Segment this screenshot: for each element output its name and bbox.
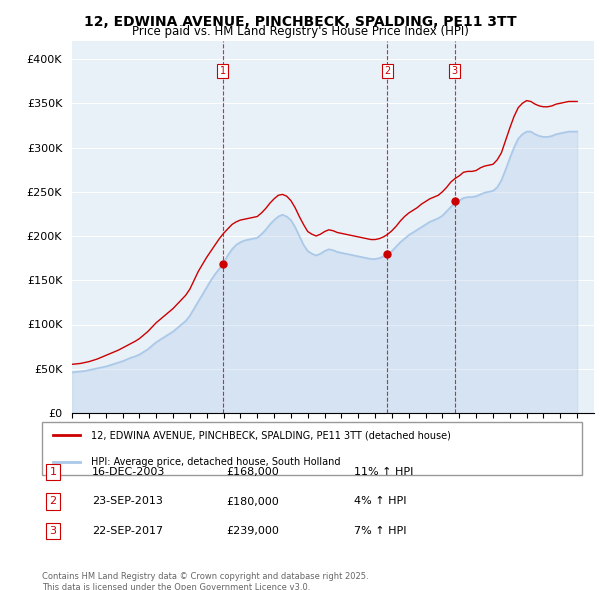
Text: 23-SEP-2013: 23-SEP-2013 xyxy=(92,497,163,506)
Text: 7% ↑ HPI: 7% ↑ HPI xyxy=(355,526,407,536)
Text: £180,000: £180,000 xyxy=(226,497,279,506)
Text: HPI: Average price, detached house, South Holland: HPI: Average price, detached house, Sout… xyxy=(91,457,340,467)
Text: 3: 3 xyxy=(50,526,56,536)
Text: 4% ↑ HPI: 4% ↑ HPI xyxy=(355,497,407,506)
Text: 1: 1 xyxy=(50,467,56,477)
Text: 12, EDWINA AVENUE, PINCHBECK, SPALDING, PE11 3TT (detached house): 12, EDWINA AVENUE, PINCHBECK, SPALDING, … xyxy=(91,430,451,440)
Text: £168,000: £168,000 xyxy=(226,467,279,477)
Text: 11% ↑ HPI: 11% ↑ HPI xyxy=(355,467,414,477)
Text: 3: 3 xyxy=(452,66,458,76)
Text: Price paid vs. HM Land Registry's House Price Index (HPI): Price paid vs. HM Land Registry's House … xyxy=(131,25,469,38)
Text: 16-DEC-2003: 16-DEC-2003 xyxy=(92,467,166,477)
Text: 2: 2 xyxy=(50,497,57,506)
FancyBboxPatch shape xyxy=(42,422,582,475)
Text: 12, EDWINA AVENUE, PINCHBECK, SPALDING, PE11 3TT: 12, EDWINA AVENUE, PINCHBECK, SPALDING, … xyxy=(83,15,517,29)
Text: Contains HM Land Registry data © Crown copyright and database right 2025.
This d: Contains HM Land Registry data © Crown c… xyxy=(42,572,368,590)
Text: £239,000: £239,000 xyxy=(226,526,279,536)
Text: 22-SEP-2017: 22-SEP-2017 xyxy=(92,526,163,536)
Text: 1: 1 xyxy=(220,66,226,76)
Text: 2: 2 xyxy=(384,66,391,76)
